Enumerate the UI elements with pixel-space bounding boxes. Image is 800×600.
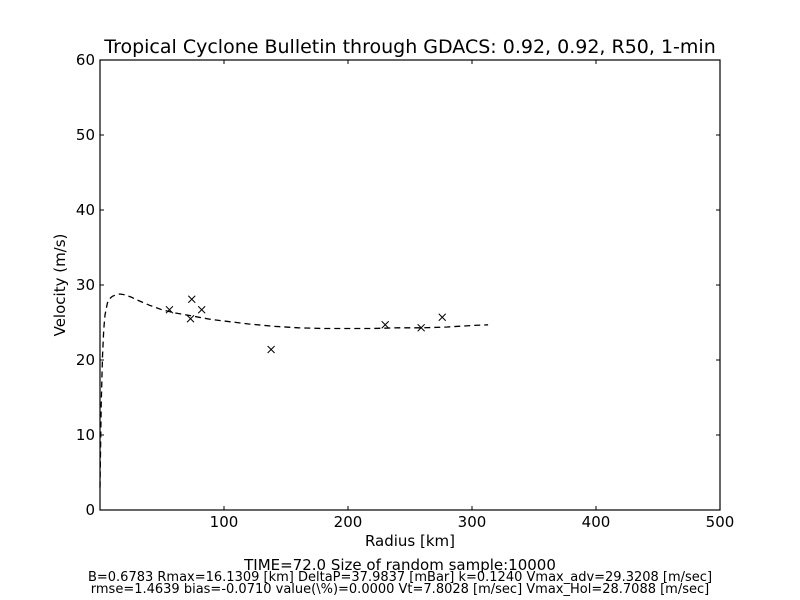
x-axis: 100 200 300 400 500 xyxy=(210,60,735,531)
x-tick-label: 200 xyxy=(334,513,363,531)
plot-frame xyxy=(99,59,721,511)
y-tick-label: 20 xyxy=(76,351,95,369)
y-tick-label: 60 xyxy=(76,51,95,69)
observation-point xyxy=(165,305,174,314)
chart-title: Tropical Cyclone Bulletin through GDACS:… xyxy=(103,36,716,58)
x-tick-label: 300 xyxy=(458,513,487,531)
y-tick-label: 40 xyxy=(76,201,95,219)
y-tick-label: 30 xyxy=(76,276,95,294)
y-tick-label: 50 xyxy=(76,126,95,144)
x-axis-label: Radius [km] xyxy=(365,532,455,550)
x-tick-label: 100 xyxy=(210,513,239,531)
x-tick-label: 400 xyxy=(582,513,611,531)
observation-point xyxy=(187,295,196,304)
y-axis-label: Velocity (m/s) xyxy=(51,234,69,337)
observation-point xyxy=(417,323,426,332)
model-parameters-line-2: rmse=1.4639 bias=-0.0710 value(\%)=0.000… xyxy=(90,582,710,597)
observation-point xyxy=(186,314,195,323)
observation-point xyxy=(267,345,275,354)
y-axis: 0 10 20 30 40 50 60 xyxy=(76,51,720,519)
observation-point xyxy=(438,313,447,322)
y-tick-label: 10 xyxy=(76,426,95,444)
y-tick-label: 0 xyxy=(85,501,95,519)
observation-point xyxy=(381,320,390,329)
x-tick-label: 500 xyxy=(706,513,735,531)
plot-area xyxy=(99,293,489,488)
time-sample-caption: TIME=72.0 Size of random sample:10000 xyxy=(244,556,556,574)
model-profile-line xyxy=(99,293,489,488)
model-parameters-line-1: B=0.6783 Rmax=16.1309 [km] DeltaP=37.983… xyxy=(87,570,713,585)
observation-point xyxy=(197,305,206,314)
